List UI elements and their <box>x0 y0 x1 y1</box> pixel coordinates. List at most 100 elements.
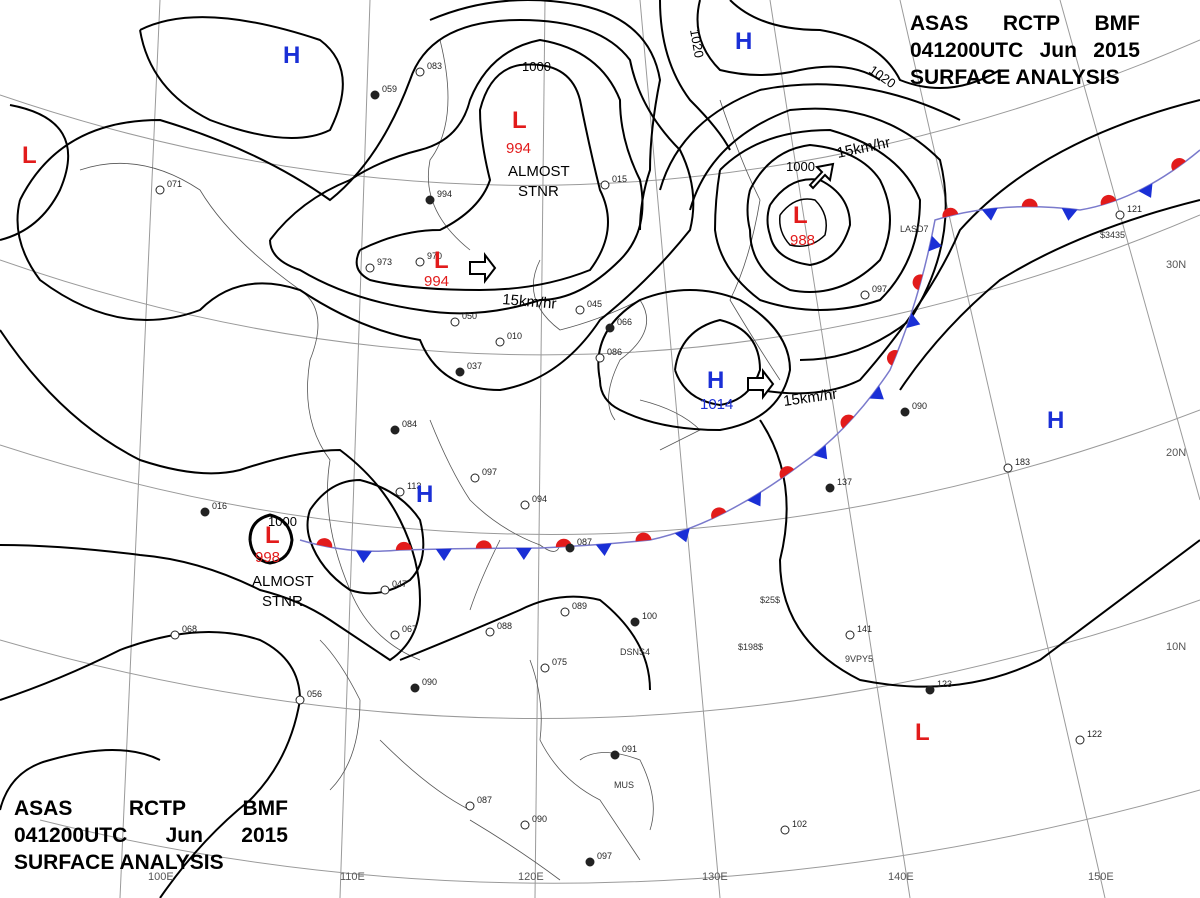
station-pressure: 071 <box>167 179 182 189</box>
cold-front-mark <box>435 548 452 561</box>
low-center-symbol: L <box>434 247 449 274</box>
latitude-label: 30N <box>1166 259 1186 271</box>
warm-front-mark <box>779 466 795 479</box>
warm-front-mark <box>711 507 727 519</box>
station-pressure: 122 <box>1087 729 1102 739</box>
cold-front-mark <box>355 550 372 563</box>
station-pressure: 075 <box>552 657 567 667</box>
station-pressure: 067 <box>402 624 417 634</box>
station-marker <box>415 67 425 77</box>
title-line-3: SURFACE ANALYSIS <box>14 849 288 876</box>
low-center-value: 994 <box>506 140 531 157</box>
station-marker <box>575 305 585 315</box>
movement-arrows <box>469 162 835 400</box>
station-marker <box>845 630 855 640</box>
station-pressure: 137 <box>837 477 852 487</box>
high-center-symbol: H <box>1047 407 1064 434</box>
station-pressure: 087 <box>577 537 592 547</box>
station-marker <box>610 750 620 760</box>
title-block-top-right: ASAS RCTP BMF 041200UTC Jun 2015 SURFACE… <box>910 10 1140 91</box>
cold-front-mark <box>1138 183 1153 198</box>
warm-front-mark <box>395 541 412 551</box>
station-id: 9VPY5 <box>845 654 873 664</box>
longitude-label: 110E <box>340 871 365 883</box>
station-pressure: 084 <box>402 419 417 429</box>
warm-front-mark <box>1100 194 1117 206</box>
station-pressure: 123 <box>937 679 952 689</box>
station-marker <box>365 263 375 273</box>
station-marker <box>900 407 910 417</box>
warm-front-mark <box>912 274 923 291</box>
station-pressure: 141 <box>857 624 872 634</box>
station-marker <box>380 585 390 595</box>
station-marker <box>395 487 405 497</box>
station-pressure: 183 <box>1015 457 1030 467</box>
station-marker <box>630 617 640 627</box>
latitude-label: 20N <box>1166 447 1186 459</box>
station-pressure: 015 <box>612 174 627 184</box>
station-marker <box>465 801 475 811</box>
low-center-value: 998 <box>255 549 280 566</box>
front <box>299 149 1200 563</box>
high-center-symbol: H <box>735 28 752 55</box>
title-time: 041200UTC <box>910 39 1024 62</box>
station-id: $25$ <box>760 595 780 605</box>
title-line-1: ASAS RCTP BMF <box>910 10 1140 37</box>
station-pressure: 047 <box>392 579 407 589</box>
high-center-symbol: H <box>707 367 724 394</box>
station-marker <box>455 367 465 377</box>
cold-front-mark <box>747 492 761 507</box>
station-marker <box>415 257 425 267</box>
station-pressure: 083 <box>427 61 442 71</box>
station-marker <box>425 195 435 205</box>
station-marker <box>295 695 305 705</box>
station-marker <box>565 543 575 553</box>
station-marker <box>825 483 835 493</box>
longitude-label: 100E <box>148 871 174 883</box>
title-line-2: 041200UTC Jun 2015 <box>14 822 288 849</box>
station-pressure: 089 <box>572 601 587 611</box>
low-center-symbol: L <box>793 202 808 229</box>
station-marker <box>1075 735 1085 745</box>
title-block-bottom-left: ASAS RCTP BMF 041200UTC Jun 2015 SURFACE… <box>14 795 288 876</box>
movement-arrow <box>747 368 775 400</box>
station-id: LASD7 <box>900 224 929 234</box>
title-code: BMF <box>242 797 289 820</box>
station-pressure: 097 <box>482 467 497 477</box>
cold-front-mark <box>1061 208 1078 221</box>
station-marker <box>520 500 530 510</box>
station-marker <box>780 825 790 835</box>
title-month: Jun <box>1039 39 1077 62</box>
high-center-symbol: H <box>416 481 433 508</box>
station-marker <box>925 685 935 695</box>
station-marker <box>520 820 530 830</box>
isobar-label: 1000 <box>522 59 551 74</box>
station-pressure: 059 <box>382 84 397 94</box>
cold-front-mark <box>674 528 690 543</box>
low-center-symbol: L <box>265 522 280 549</box>
warm-front-mark <box>635 532 652 542</box>
station-pressure: 091 <box>622 744 637 754</box>
warm-front-mark <box>886 350 898 366</box>
cold-front-mark <box>813 444 828 460</box>
station-pressure: 050 <box>462 311 477 321</box>
title-year: 2015 <box>1093 39 1140 62</box>
movement-arrow <box>469 252 497 284</box>
station-pressure: 090 <box>532 814 547 824</box>
station-marker <box>200 507 210 517</box>
cold-front-mark <box>906 313 921 329</box>
cold-front-mark <box>595 543 612 557</box>
station-pressure: 973 <box>377 257 392 267</box>
warm-front-mark <box>1021 198 1038 207</box>
movement-arrow <box>808 162 835 190</box>
longitude-label: 130E <box>702 871 728 883</box>
station-pressure: 010 <box>507 331 522 341</box>
station-pressure: 094 <box>532 494 547 504</box>
title-month: Jun <box>165 824 203 847</box>
station-pressure: 100 <box>642 611 657 621</box>
station-id: $198$ <box>738 642 763 652</box>
station-marker <box>370 90 380 100</box>
warm-front-mark <box>1171 158 1186 171</box>
station-marker <box>605 323 615 333</box>
station-marker <box>170 630 180 640</box>
